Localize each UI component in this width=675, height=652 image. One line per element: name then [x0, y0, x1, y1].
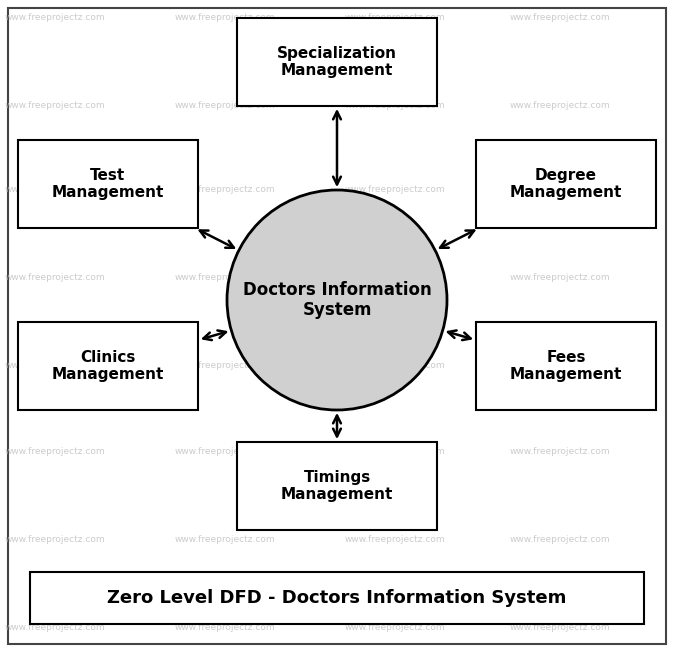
Text: www.freeprojectz.com: www.freeprojectz.com — [345, 623, 446, 632]
Text: www.freeprojectz.com: www.freeprojectz.com — [5, 14, 105, 23]
Bar — [30, 572, 644, 624]
Bar — [237, 18, 437, 106]
Text: www.freeprojectz.com: www.freeprojectz.com — [5, 273, 105, 282]
FancyArrowPatch shape — [448, 331, 470, 340]
Circle shape — [227, 190, 447, 410]
Text: www.freeprojectz.com: www.freeprojectz.com — [345, 14, 446, 23]
Text: www.freeprojectz.com: www.freeprojectz.com — [510, 535, 611, 544]
Text: www.freeprojectz.com: www.freeprojectz.com — [175, 361, 275, 370]
Text: www.freeprojectz.com: www.freeprojectz.com — [510, 186, 611, 194]
Text: www.freeprojectz.com: www.freeprojectz.com — [345, 186, 446, 194]
Text: www.freeprojectz.com: www.freeprojectz.com — [175, 273, 275, 282]
FancyArrowPatch shape — [333, 111, 341, 185]
Text: Doctors Information
System: Doctors Information System — [242, 280, 431, 319]
Text: www.freeprojectz.com: www.freeprojectz.com — [345, 273, 446, 282]
Text: www.freeprojectz.com: www.freeprojectz.com — [510, 447, 611, 456]
Text: Zero Level DFD - Doctors Information System: Zero Level DFD - Doctors Information Sys… — [107, 589, 567, 607]
Text: www.freeprojectz.com: www.freeprojectz.com — [345, 100, 446, 110]
Bar — [18, 322, 198, 410]
Text: www.freeprojectz.com: www.freeprojectz.com — [510, 361, 611, 370]
Text: www.freeprojectz.com: www.freeprojectz.com — [510, 273, 611, 282]
Text: Fees
Management: Fees Management — [510, 350, 622, 382]
Text: www.freeprojectz.com: www.freeprojectz.com — [175, 447, 275, 456]
Text: www.freeprojectz.com: www.freeprojectz.com — [5, 186, 105, 194]
Text: www.freeprojectz.com: www.freeprojectz.com — [345, 361, 446, 370]
Text: www.freeprojectz.com: www.freeprojectz.com — [5, 623, 105, 632]
FancyArrowPatch shape — [200, 231, 234, 248]
Text: www.freeprojectz.com: www.freeprojectz.com — [5, 361, 105, 370]
Text: Clinics
Management: Clinics Management — [52, 350, 164, 382]
FancyArrowPatch shape — [333, 415, 341, 436]
Text: www.freeprojectz.com: www.freeprojectz.com — [5, 447, 105, 456]
Text: www.freeprojectz.com: www.freeprojectz.com — [175, 623, 275, 632]
Text: www.freeprojectz.com: www.freeprojectz.com — [5, 535, 105, 544]
Text: www.freeprojectz.com: www.freeprojectz.com — [175, 535, 275, 544]
Text: www.freeprojectz.com: www.freeprojectz.com — [5, 100, 105, 110]
Text: Test
Management: Test Management — [52, 168, 164, 200]
Bar — [476, 322, 656, 410]
Text: www.freeprojectz.com: www.freeprojectz.com — [510, 14, 611, 23]
Text: www.freeprojectz.com: www.freeprojectz.com — [175, 186, 275, 194]
Text: www.freeprojectz.com: www.freeprojectz.com — [510, 623, 611, 632]
Text: Timings
Management: Timings Management — [281, 470, 393, 502]
Bar — [237, 442, 437, 530]
Text: Specialization
Management: Specialization Management — [277, 46, 397, 78]
FancyArrowPatch shape — [203, 331, 226, 340]
FancyArrowPatch shape — [440, 231, 474, 248]
Text: www.freeprojectz.com: www.freeprojectz.com — [510, 100, 611, 110]
Bar — [18, 140, 198, 228]
Text: www.freeprojectz.com: www.freeprojectz.com — [345, 535, 446, 544]
Text: Degree
Management: Degree Management — [510, 168, 622, 200]
Text: www.freeprojectz.com: www.freeprojectz.com — [345, 447, 446, 456]
Text: www.freeprojectz.com: www.freeprojectz.com — [175, 100, 275, 110]
Bar — [476, 140, 656, 228]
Text: www.freeprojectz.com: www.freeprojectz.com — [175, 14, 275, 23]
